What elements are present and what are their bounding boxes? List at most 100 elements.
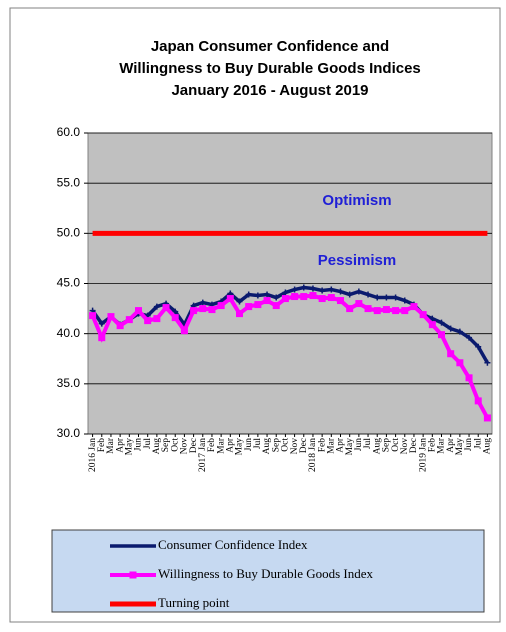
x-tick-label: May — [345, 438, 355, 456]
x-tick-label: Sep — [382, 438, 392, 453]
point-marker — [392, 307, 400, 315]
x-tick-label: Oct — [170, 438, 180, 452]
x-tick-label: 2016 Jan — [88, 438, 98, 472]
x-tick-label: Apr — [336, 437, 346, 453]
point-marker — [135, 307, 142, 315]
point-marker — [346, 305, 354, 313]
point-marker — [483, 414, 491, 422]
x-tick-label: Dec — [299, 438, 309, 453]
annotation: Optimism — [322, 192, 391, 209]
point-marker — [199, 305, 207, 313]
x-tick-label: Sep — [161, 438, 171, 453]
x-tick-label: Mar — [327, 437, 337, 454]
point-marker — [392, 294, 399, 301]
point-marker — [328, 286, 335, 293]
x-tick-label: Mar — [106, 437, 116, 454]
point-marker — [291, 286, 298, 293]
legend-label: Turning point — [158, 595, 230, 610]
point-marker — [180, 327, 188, 335]
point-marker — [346, 291, 353, 298]
annotation: Pessimism — [318, 252, 396, 269]
point-marker — [144, 317, 152, 325]
point-marker — [263, 297, 271, 305]
y-tick-label: 35.0 — [57, 376, 81, 390]
y-tick-label: 55.0 — [57, 175, 81, 189]
point-marker — [291, 293, 299, 301]
y-tick-label: 50.0 — [57, 226, 81, 240]
x-tick-label: Feb — [317, 438, 327, 453]
x-tick-label: Mar — [437, 437, 447, 454]
x-tick-label: Jul — [473, 438, 483, 449]
x-tick-label: Feb — [207, 438, 217, 453]
point-marker — [373, 307, 381, 315]
point-marker — [365, 291, 372, 298]
point-marker — [245, 291, 252, 298]
x-tick-label: Feb — [97, 438, 107, 453]
x-tick-label: Nov — [180, 438, 190, 455]
x-tick-label: Apr — [226, 437, 236, 453]
point-marker — [153, 303, 160, 310]
y-tick-label: 60.0 — [57, 125, 81, 139]
x-tick-label: Jul — [363, 438, 373, 449]
point-marker — [419, 311, 427, 319]
point-marker — [401, 307, 409, 315]
point-marker — [300, 293, 308, 301]
point-marker — [319, 287, 326, 294]
point-marker — [273, 294, 280, 301]
point-marker — [171, 314, 179, 322]
x-tick-label: Sep — [271, 438, 281, 453]
x-tick-label: Jul — [143, 438, 153, 449]
x-tick-label: 2017 Jan — [198, 438, 208, 472]
point-marker — [309, 292, 317, 300]
point-marker — [98, 320, 105, 327]
point-marker — [337, 288, 344, 295]
point-marker — [125, 316, 133, 324]
x-tick-label: Apr — [446, 437, 456, 453]
x-tick-label: Feb — [428, 438, 438, 453]
point-marker — [217, 302, 225, 310]
point-marker — [89, 312, 97, 320]
point-marker — [208, 306, 216, 314]
x-tick-label: May — [125, 438, 135, 456]
point-marker — [272, 302, 280, 310]
x-tick-label: 2018 Jan — [308, 438, 318, 472]
point-marker — [98, 334, 106, 342]
point-marker — [199, 299, 206, 306]
x-tick-label: Aug — [483, 438, 493, 455]
x-tick-label: May — [235, 438, 245, 456]
x-tick-label: Aug — [152, 438, 162, 455]
x-tick-label: Oct — [391, 438, 401, 452]
point-marker — [300, 284, 307, 291]
point-marker — [382, 306, 390, 314]
point-marker — [172, 308, 179, 315]
point-marker — [456, 359, 464, 367]
point-marker — [355, 300, 363, 308]
point-marker — [383, 294, 390, 301]
legend — [51, 529, 485, 613]
x-tick-label: Dec — [409, 438, 419, 453]
point-marker — [474, 397, 482, 405]
y-tick-label: 40.0 — [57, 326, 81, 340]
point-marker — [309, 285, 316, 292]
point-marker — [447, 325, 454, 332]
x-tick-label: Nov — [400, 438, 410, 455]
point-marker — [282, 289, 289, 296]
point-marker — [337, 297, 344, 305]
x-tick-label: Jun — [244, 438, 254, 451]
point-marker — [466, 334, 473, 341]
point-marker — [264, 291, 271, 298]
point-marker — [318, 295, 326, 303]
point-marker — [456, 328, 463, 335]
point-marker — [162, 304, 170, 312]
chart-title: Japan Consumer Confidence and — [151, 38, 389, 55]
x-tick-label: Aug — [262, 438, 272, 455]
point-marker — [428, 321, 436, 329]
x-tick-label: Jun — [134, 438, 144, 451]
x-tick-label: Nov — [290, 438, 300, 455]
point-marker — [107, 313, 115, 321]
x-tick-label: Aug — [372, 438, 382, 455]
x-tick-label: Jul — [253, 438, 263, 449]
x-tick-label: Oct — [281, 438, 291, 452]
x-tick-label: May — [455, 438, 465, 456]
point-marker — [465, 374, 473, 382]
